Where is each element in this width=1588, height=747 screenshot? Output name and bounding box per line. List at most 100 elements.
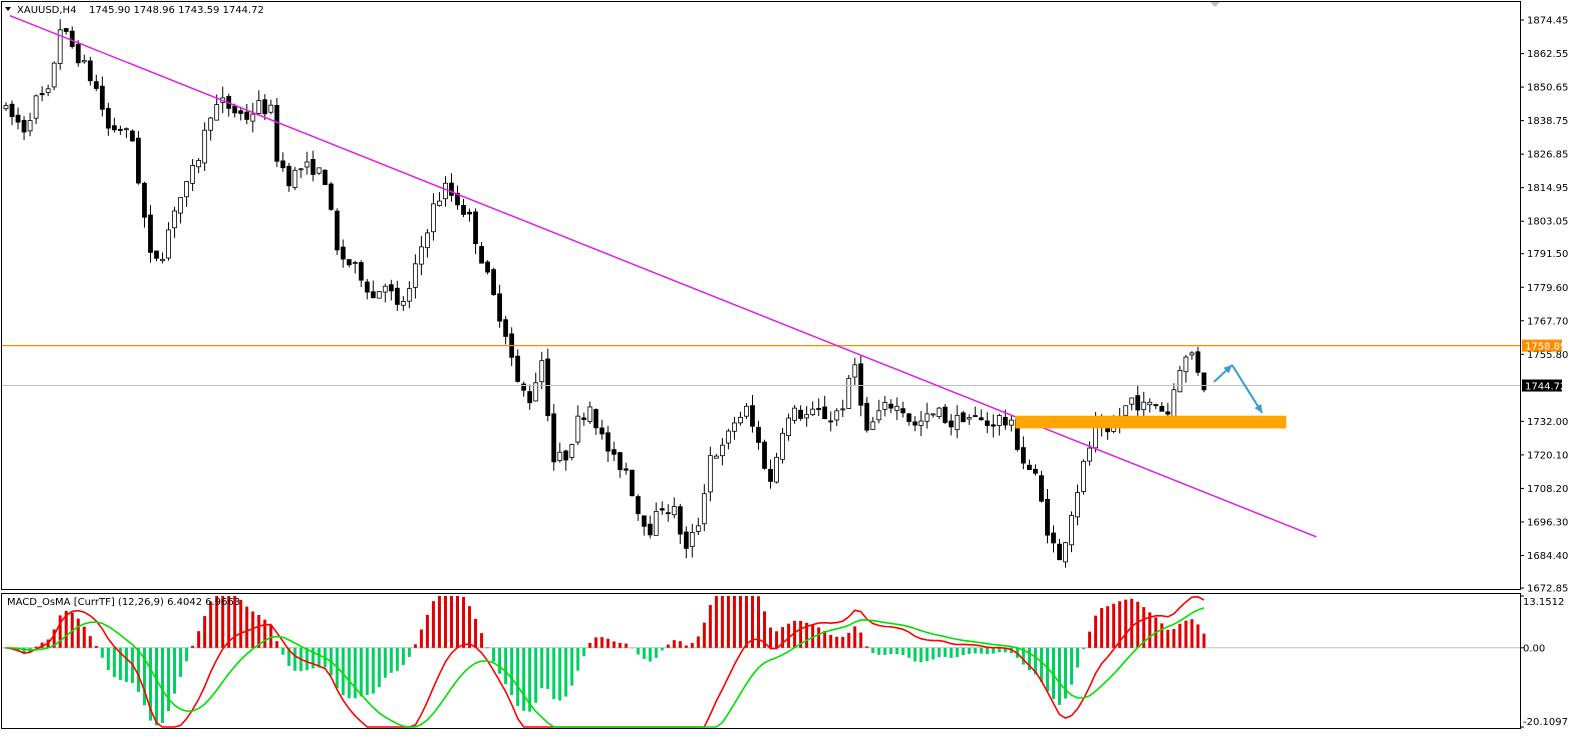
macd-tick-label: 13.1512 (1523, 597, 1564, 608)
candle-body (701, 493, 707, 525)
macd-histogram-bar (468, 606, 472, 648)
macd-histogram-bar (865, 646, 869, 648)
macd-histogram-bar (961, 647, 965, 656)
candle-body (467, 211, 472, 215)
price-tick-label: 1755.80 (1527, 350, 1568, 361)
trendline (9, 14, 1317, 538)
shift-marker-icon[interactable] (1210, 2, 1220, 7)
macd-histogram-bar (648, 647, 652, 662)
macd-histogram-bar (191, 645, 195, 648)
macd-histogram-bar (106, 647, 110, 671)
macd-histogram-bar (377, 647, 381, 688)
candle-body (394, 287, 400, 305)
candle-body (1027, 464, 1032, 470)
macd-histogram-bar (281, 647, 285, 655)
candle-body (178, 197, 183, 214)
candle-body (449, 182, 454, 196)
macd-histogram-bar (1202, 633, 1206, 648)
macd-histogram-bar (365, 647, 369, 695)
candle-body (376, 291, 382, 299)
candle-body (587, 406, 593, 422)
candle-body (33, 95, 39, 119)
macd-histogram-bar (82, 626, 86, 648)
resistance-price-label: 1758.89 (1525, 342, 1566, 353)
candle-body (900, 408, 906, 414)
candle-body (298, 168, 304, 171)
candle-body (69, 30, 75, 47)
macd-histogram-bar (88, 636, 92, 648)
candle-body (840, 408, 846, 411)
macd-histogram-bar (227, 596, 231, 648)
candle-body (45, 88, 51, 93)
macd-histogram-bar (516, 647, 520, 706)
macd-histogram-bar (1136, 601, 1140, 648)
candle-body (1165, 411, 1171, 415)
candle-body (485, 261, 491, 273)
candle-body (659, 508, 665, 511)
candle-body (852, 364, 858, 378)
dropdown-triangle-icon[interactable] (5, 7, 11, 11)
candle-body (370, 291, 376, 299)
candle-body (27, 120, 33, 132)
candle-body (912, 421, 918, 426)
price-tick-label: 1696.30 (1527, 517, 1568, 528)
macd-histogram-bar (480, 633, 484, 648)
macd-histogram-bar (347, 647, 351, 699)
macd-histogram-bar (456, 596, 459, 648)
candle-body (1045, 498, 1050, 536)
candle-body (1057, 543, 1062, 561)
indicator-panel-frame (1, 593, 1521, 729)
macd-histogram-bar (763, 611, 767, 648)
candle-body (924, 413, 930, 422)
candle-body (406, 288, 412, 302)
candle-body (117, 128, 123, 131)
candle-body (1069, 515, 1074, 546)
candle-body (81, 60, 87, 63)
candle-body (497, 293, 503, 322)
candle-body (762, 441, 767, 469)
macd-histogram-bar (552, 647, 556, 699)
macd-histogram-bar (413, 644, 417, 648)
macd-histogram-bar (606, 638, 610, 648)
macd-histogram-bar (371, 647, 375, 694)
candle-body (515, 355, 521, 382)
macd-histogram-bar (1160, 623, 1164, 648)
candle-body (388, 284, 394, 292)
macd-histogram-bar (901, 647, 905, 656)
macd-histogram-bar (167, 647, 171, 712)
macd-histogram-bar (401, 647, 405, 665)
candle-body (292, 169, 298, 188)
macd-histogram-bar (925, 647, 929, 662)
candle-body (581, 417, 587, 420)
macd-histogram-bar (317, 647, 321, 668)
candle-body (936, 407, 942, 417)
macd-histogram-bar (1039, 647, 1043, 683)
macd-histogram-bar (732, 596, 736, 648)
signal-line (5, 607, 1205, 728)
macd-histogram-bar (546, 647, 550, 689)
macd-histogram-bar (642, 647, 646, 659)
candle-body (1129, 397, 1135, 405)
macd-histogram-bar (702, 622, 706, 648)
macd-histogram-bar (793, 620, 797, 648)
candle-body (984, 420, 990, 426)
macd-histogram-bar (714, 596, 718, 648)
macd-histogram-bar (654, 647, 658, 658)
macd-histogram-bar (148, 647, 152, 721)
candle-body (593, 409, 599, 429)
candle-body (611, 449, 617, 455)
macd-histogram-bar (245, 606, 249, 648)
macd-histogram-bar (522, 647, 526, 711)
candle-body (1171, 389, 1177, 417)
candle-body (695, 525, 701, 532)
macd-axis: 13.1512 0.00 -20.1097 (1520, 595, 1568, 728)
macd-histogram-bar (1184, 620, 1188, 648)
macd-histogram-bar (1094, 615, 1098, 648)
candle-body (286, 165, 292, 187)
candle-body (437, 200, 442, 206)
candle-body (948, 420, 954, 428)
macd-histogram-bar (1070, 647, 1074, 685)
macd-histogram-bar (618, 642, 622, 648)
